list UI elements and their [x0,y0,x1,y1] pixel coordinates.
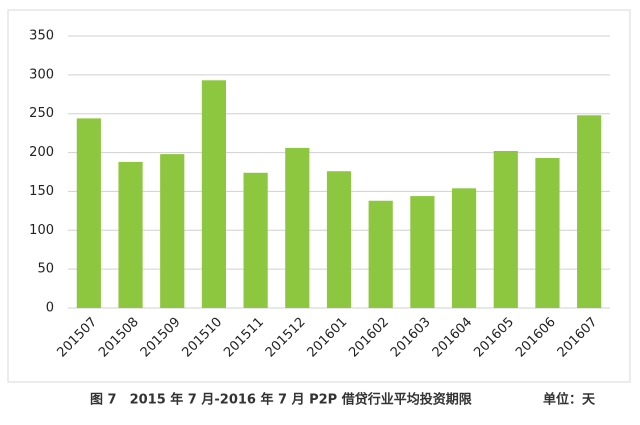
x-tick-label: 201511 [221,315,267,361]
bar [410,196,435,308]
y-tick-label: 300 [29,67,54,82]
x-tick-label: 201604 [430,315,476,361]
y-tick-label: 250 [29,106,54,121]
bar [118,161,143,308]
bar [326,171,352,308]
chart-caption: 图 7 2015 年 7 月-2016 年 7 月 P2P 借贷行业平均投资期限 [90,392,473,408]
y-tick-label: 100 [29,223,54,238]
x-tick-label: 201606 [513,315,559,361]
bar [285,147,310,308]
y-tick-label: 350 [29,29,54,44]
bar [76,118,101,309]
x-tick-label: 201603 [388,315,434,361]
x-tick-label: 201507 [54,315,100,361]
y-tick-label: 0 [46,301,54,316]
x-tick-label: 201607 [555,315,601,361]
bar [243,172,268,308]
y-tick-label: 150 [29,184,54,199]
bar [493,151,518,308]
x-tick-label: 201605 [471,315,517,361]
bar [577,115,602,308]
bar [535,158,560,308]
chart-frame [7,9,631,383]
y-tick-label: 200 [29,145,54,160]
unit-label: 单位：天 [543,392,596,408]
x-tick-label: 201508 [96,315,142,361]
bar [201,80,227,308]
bar [368,200,393,308]
bar [160,154,185,308]
x-tick-label: 201602 [346,315,392,361]
x-tick-label: 201510 [180,315,226,361]
bar [451,188,477,308]
x-tick-label: 201512 [263,315,309,361]
x-tick-label: 201601 [305,315,351,361]
y-tick-label: 50 [37,262,54,277]
x-tick-label: 201509 [138,315,184,361]
